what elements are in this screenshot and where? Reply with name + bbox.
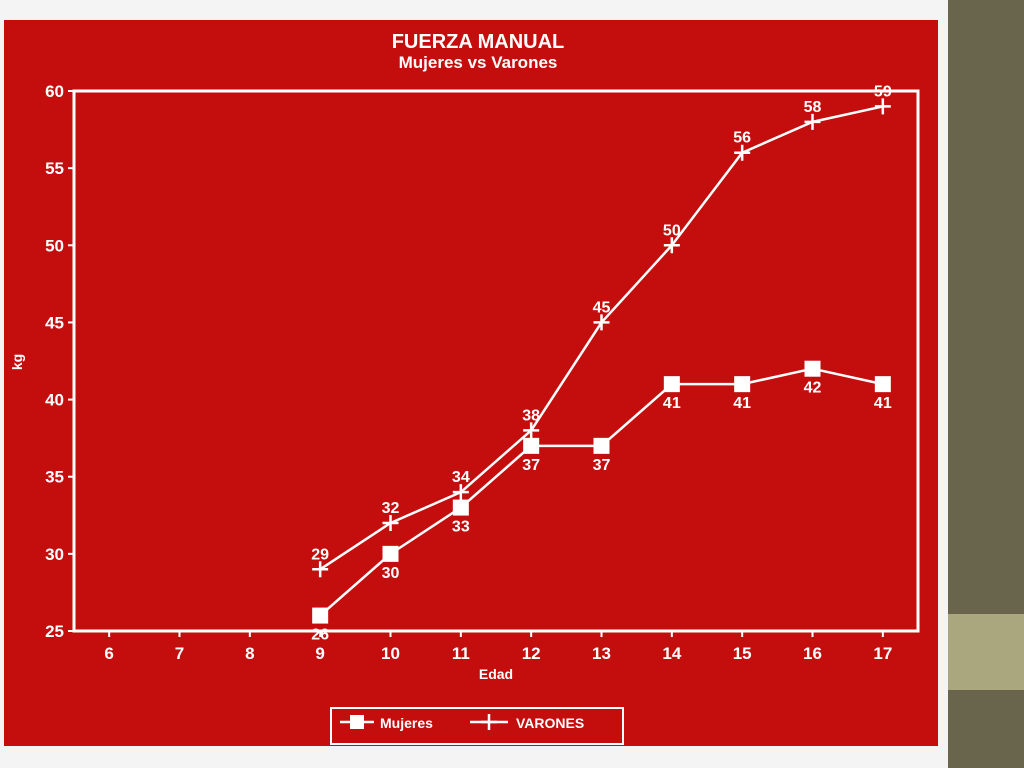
data-label-mujeres: 41 — [663, 395, 681, 412]
x-tick-label: 10 — [381, 644, 400, 663]
x-tick-label: 8 — [245, 644, 254, 663]
data-point-mujeres — [663, 376, 680, 393]
data-label-varones: 29 — [311, 546, 329, 563]
data-point-mujeres — [734, 376, 751, 393]
data-point-mujeres — [452, 499, 469, 516]
data-point-mujeres — [874, 376, 891, 393]
data-label-mujeres: 37 — [593, 457, 611, 474]
plot-frame — [72, 89, 920, 633]
x-tick-label: 7 — [175, 644, 184, 663]
x-tick-label: 13 — [592, 644, 611, 663]
data-label-mujeres: 33 — [452, 519, 470, 536]
y-tick-label: 40 — [45, 391, 64, 410]
y-axis-label: kg — [9, 354, 25, 370]
data-label-mujeres: 30 — [382, 565, 400, 582]
data-point-varones — [804, 113, 821, 130]
y-tick-label: 50 — [45, 236, 64, 255]
x-tick-label: 16 — [803, 644, 822, 663]
data-label-mujeres: 41 — [874, 395, 892, 412]
x-tick-label: 17 — [873, 644, 892, 663]
x-tick-label: 15 — [733, 644, 752, 663]
legend-varones-marker — [481, 714, 497, 730]
data-label-varones: 58 — [804, 99, 822, 116]
data-point-varones — [874, 98, 891, 115]
legend-box — [330, 707, 624, 745]
legend-varones-label: VARONES — [516, 715, 584, 731]
y-tick-label: 30 — [45, 545, 64, 564]
chart-subtitle: Mujeres vs Varones — [399, 53, 558, 72]
data-label-varones: 50 — [663, 222, 681, 239]
series-line-mujeres — [319, 367, 884, 617]
slide-side-accent — [948, 614, 1024, 690]
legend-mujeres-marker — [350, 715, 364, 729]
data-point-mujeres — [804, 360, 821, 377]
x-tick-label: 14 — [662, 644, 681, 663]
series-layer: 26 30 33 37 37 41 41 42 41 29 32 34 38 45 50 56 58 59 — [311, 83, 892, 643]
x-axis-label: Edad — [479, 666, 513, 682]
data-label-varones: 32 — [382, 500, 400, 517]
chart-photo-background — [4, 20, 938, 746]
x-tick-label: 11 — [452, 644, 470, 663]
data-label-mujeres: 42 — [804, 380, 822, 397]
data-point-varones — [593, 314, 610, 331]
data-label-varones: 45 — [593, 299, 611, 316]
data-point-varones — [734, 144, 751, 161]
data-point-varones — [312, 561, 329, 578]
y-tick-label: 45 — [45, 313, 64, 332]
data-point-varones — [523, 422, 540, 439]
x-tick-label: 6 — [104, 644, 113, 663]
data-point-varones — [452, 484, 469, 501]
data-label-mujeres: 41 — [733, 395, 751, 412]
series-line-varones — [319, 105, 884, 571]
y-tick-label: 55 — [45, 159, 64, 178]
data-label-varones: 34 — [452, 469, 470, 486]
y-axis: 25 30 35 40 45 50 55 60 — [45, 82, 74, 641]
data-label-varones: 59 — [874, 83, 892, 100]
data-label-varones: 38 — [522, 407, 540, 424]
y-tick-label: 35 — [45, 468, 64, 487]
data-label-varones: 56 — [733, 130, 751, 147]
chart-title: FUERZA MANUAL — [392, 31, 565, 53]
y-tick-label: 60 — [45, 82, 64, 101]
x-axis: 6 7 8 9 10 11 12 13 14 15 16 17 — [104, 631, 892, 663]
data-point-varones — [382, 515, 399, 531]
data-point-mujeres — [312, 607, 329, 624]
data-point-varones — [663, 237, 680, 254]
y-tick-label: 25 — [45, 622, 64, 641]
data-point-mujeres — [382, 545, 399, 562]
data-point-mujeres — [523, 437, 540, 454]
data-label-mujeres: 26 — [311, 627, 329, 644]
data-label-mujeres: 37 — [522, 457, 540, 474]
legend-mujeres-label: Mujeres — [380, 715, 433, 731]
x-tick-label: 9 — [315, 644, 324, 663]
legend: Mujeres VARONES — [330, 707, 624, 745]
data-point-mujeres — [593, 437, 610, 454]
x-tick-label: 12 — [522, 644, 541, 663]
